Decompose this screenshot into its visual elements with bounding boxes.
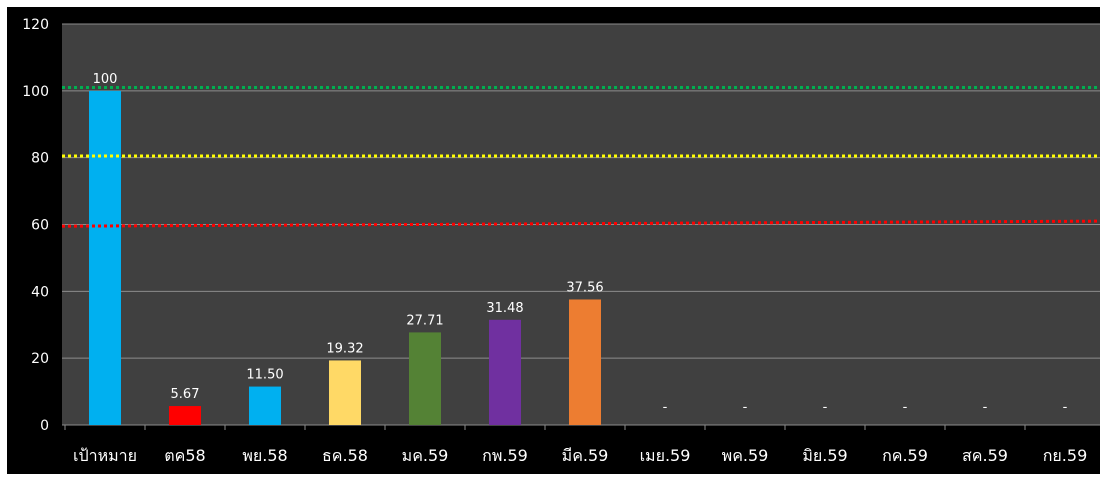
x-tick-label: พย.58: [242, 446, 287, 465]
x-tick-label: มค.59: [402, 446, 449, 465]
bar: [329, 360, 361, 425]
chart-frame: 0 20 40 60 80 100 120 100 5.67 11.50 19.32 27.71 31.…: [7, 7, 1100, 474]
x-tick-label: ธค.58: [322, 446, 368, 465]
bar: [569, 299, 601, 425]
data-label: 19.32: [326, 341, 363, 356]
x-tick-label: กค.59: [882, 446, 928, 465]
data-label: 27.71: [406, 313, 443, 328]
y-tick-label: 120: [22, 17, 49, 33]
y-tick-label: 20: [31, 351, 49, 367]
x-tick-label: กพ.59: [482, 446, 528, 465]
x-tick-label: ตค58: [164, 446, 205, 465]
x-tick-label: สค.59: [962, 446, 1008, 465]
data-label: 100: [93, 72, 118, 87]
data-label: -: [903, 400, 908, 415]
y-tick-label: 60: [31, 218, 49, 234]
data-label: -: [1063, 400, 1068, 415]
data-label: -: [983, 400, 988, 415]
bar: [169, 406, 201, 425]
data-label: -: [663, 400, 668, 415]
reference-line: [61, 219, 1100, 228]
x-tick-label: กย.59: [1043, 446, 1088, 465]
y-tick-label: 40: [31, 284, 49, 300]
bar: [249, 386, 281, 425]
y-tick-label: 0: [40, 418, 49, 434]
y-tick-label: 100: [22, 84, 49, 100]
data-label: 11.50: [246, 368, 283, 383]
x-tick-label: เมย.59: [640, 446, 691, 465]
bar-chart: 0 20 40 60 80 100 120 100 5.67 11.50 19.32 27.71 31.…: [22, 17, 1100, 465]
x-tick-label: พค.59: [722, 446, 769, 465]
data-label: -: [743, 400, 748, 415]
y-tick-label: 80: [31, 151, 49, 167]
x-tick-label: เป้าหมาย: [73, 446, 137, 465]
bar: [409, 332, 441, 425]
bar: [489, 319, 521, 425]
bar: [89, 90, 121, 425]
data-label: 31.48: [486, 301, 523, 316]
x-tick-label: มิย.59: [802, 446, 847, 465]
data-label: 5.67: [171, 387, 200, 402]
x-tick-label: มีค.59: [562, 446, 609, 465]
data-label: 37.56: [566, 280, 603, 295]
data-label: -: [823, 400, 828, 415]
